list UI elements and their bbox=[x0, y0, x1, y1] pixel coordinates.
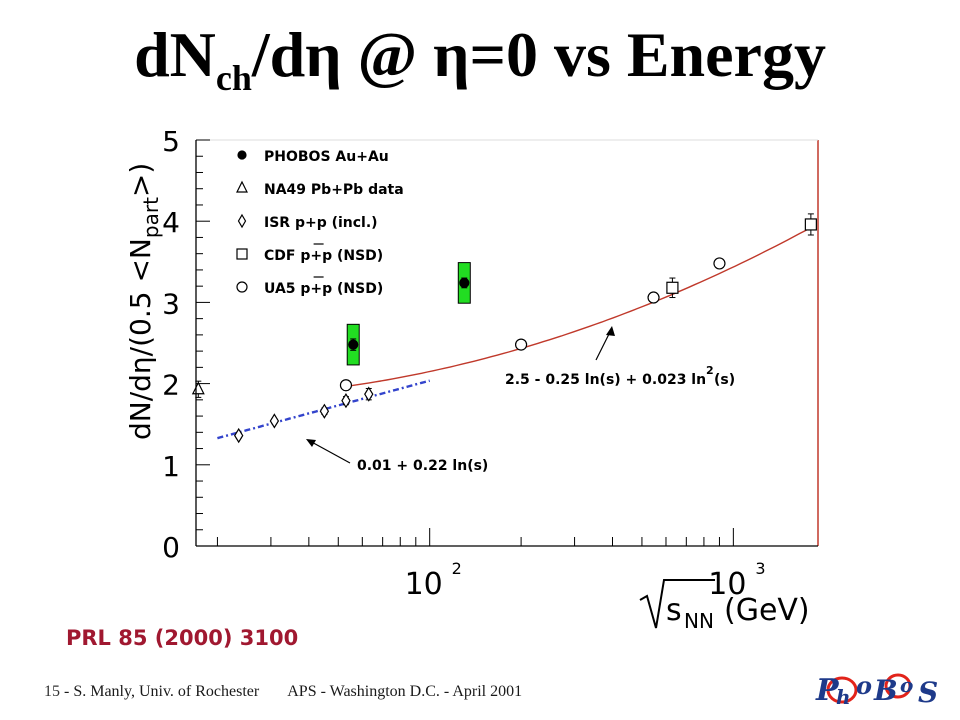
point-open-diamond-3 bbox=[319, 403, 330, 419]
legend-label: UA5 p+p (NSD) bbox=[264, 281, 383, 297]
phobos-logo: P h o B o S bbox=[812, 664, 946, 712]
fit-label-1: 2.5 - 0.25 ln(s) + 0.023 ln bbox=[505, 372, 706, 388]
marker-open-diamond bbox=[233, 427, 244, 444]
reference-citation: PRL 85 (2000) 3100 bbox=[66, 626, 299, 650]
point-open-circle-1 bbox=[339, 379, 353, 392]
point-filled-circle-2 bbox=[459, 277, 470, 289]
marker-filled-circle bbox=[237, 150, 247, 160]
marker-open-circle bbox=[647, 291, 660, 304]
legend: PHOBOS Au+Au NA49 Pb+Pb data ISR p+p (incl… bbox=[236, 149, 404, 297]
axes: 0 1 2 3 4 5 10 2 10 3 s NN (GeV) dN/dη/(0.5 <Npart>) bbox=[124, 125, 818, 633]
marker-open-circle bbox=[514, 338, 528, 351]
footer: 15 - S. Manly, Univ. of Rochester APS - W… bbox=[44, 683, 522, 701]
marker-open-diamond bbox=[364, 386, 374, 402]
point-open-diamond-4 bbox=[341, 393, 351, 409]
marker-open-circle bbox=[713, 257, 726, 270]
annotation-arrowhead bbox=[606, 326, 615, 336]
marker-open-diamond bbox=[269, 413, 280, 429]
svg-text:B: B bbox=[873, 674, 897, 707]
plot-frame bbox=[196, 139, 819, 546]
point-open-circle-4 bbox=[713, 257, 726, 270]
marker-open-circle bbox=[339, 379, 353, 392]
point-open-diamond-2 bbox=[269, 413, 280, 429]
annotations: 2.5 - 0.25 ln(s) + 0.023 ln2(s) 0.01 + 0.… bbox=[306, 326, 735, 474]
svg-text:o: o bbox=[900, 673, 913, 697]
y-label-part: dN/d bbox=[124, 374, 157, 440]
legend-item-3: ISR p+p (incl.) bbox=[237, 213, 378, 231]
x-tick-label: 10 bbox=[708, 567, 746, 602]
marker-open-diamond bbox=[237, 213, 247, 229]
legend-item-2: NA49 Pb+Pb data bbox=[236, 180, 404, 198]
legend-label: NA49 Pb+Pb data bbox=[264, 182, 404, 198]
footer-conference: APS - Washington D.C. - April 2001 bbox=[287, 683, 523, 700]
footer-author: - S. Manly, Univ. of Rochester bbox=[60, 683, 260, 700]
y-label-part: /(0.5 <N bbox=[124, 238, 157, 356]
y-tick-label: 4 bbox=[162, 206, 180, 239]
marker-open-square bbox=[236, 248, 248, 260]
y-tick-label: 3 bbox=[162, 287, 180, 320]
phobos-logo-graphic: P h o B o S bbox=[815, 671, 939, 709]
point-open-square-1 bbox=[666, 277, 679, 299]
marker-open-triangle bbox=[236, 180, 248, 193]
sqrt-sign bbox=[639, 579, 715, 629]
slide-title: dNch/dη @ η=0 vs Energy bbox=[0, 18, 960, 98]
x-tick-exponent: 2 bbox=[452, 559, 462, 578]
y-tick-label: 2 bbox=[162, 369, 180, 402]
y-tick-label: 5 bbox=[162, 125, 180, 158]
fit-annotation-1: 2.5 - 0.25 ln(s) + 0.023 ln2(s) bbox=[505, 326, 735, 388]
title-main: dN bbox=[134, 19, 216, 90]
point-open-square-2 bbox=[804, 213, 817, 236]
data-points bbox=[191, 213, 817, 444]
svg-text:P: P bbox=[815, 673, 840, 708]
legend-item-4: CDF p+p (NSD) bbox=[236, 243, 383, 264]
fit-annotation-2: 0.01 + 0.22 ln(s) bbox=[306, 439, 488, 474]
marker-open-diamond bbox=[341, 393, 351, 409]
legend-item-1: PHOBOS Au+Au bbox=[237, 149, 389, 165]
point-open-diamond-5 bbox=[364, 386, 374, 402]
y-tick-label: 1 bbox=[162, 450, 180, 483]
legend-label: CDF p+p (NSD) bbox=[264, 248, 383, 264]
marker-filled-circle bbox=[459, 277, 470, 289]
marker-open-square bbox=[804, 218, 817, 231]
point-filled-circle-1 bbox=[348, 338, 359, 351]
fit-label-1-end: (s) bbox=[714, 372, 735, 388]
point-open-circle-2 bbox=[514, 338, 528, 351]
plot-area bbox=[196, 140, 818, 546]
fit-curves bbox=[217, 226, 812, 440]
y-label-sub: part bbox=[139, 197, 163, 238]
x-label-sub: NN bbox=[684, 609, 714, 633]
y-axis-label: dN/dη/(0.5 <Npart>) bbox=[124, 163, 163, 440]
marker-open-diamond bbox=[319, 403, 330, 419]
y-label-eta: η bbox=[124, 356, 157, 374]
legend-label: ISR p+p (incl.) bbox=[264, 215, 378, 231]
title-rest: /dη @ η=0 vs Energy bbox=[251, 19, 826, 90]
svg-text:h: h bbox=[836, 685, 850, 709]
fit-curve-1 bbox=[345, 226, 812, 388]
svg-text:S: S bbox=[918, 676, 938, 709]
fit-curve-2 bbox=[217, 379, 431, 440]
marker-open-square bbox=[666, 281, 679, 294]
marker-open-circle bbox=[236, 281, 248, 293]
legend-label: PHOBOS Au+Au bbox=[264, 149, 389, 165]
point-open-circle-3 bbox=[647, 291, 660, 304]
annotation-arrow bbox=[307, 439, 351, 464]
annotation-arrowhead bbox=[306, 439, 316, 447]
point-open-diamond-1 bbox=[233, 427, 244, 444]
fit-label-2: 0.01 + 0.22 ln(s) bbox=[357, 458, 488, 474]
title-subscript: ch bbox=[215, 58, 252, 98]
x-label-unit: (GeV) bbox=[724, 593, 810, 628]
y-tick-label: 0 bbox=[162, 531, 180, 564]
svg-text:o: o bbox=[856, 671, 872, 700]
x-label-s: s bbox=[666, 593, 682, 628]
slide-number: 15 bbox=[44, 683, 60, 700]
y-label-part: >) bbox=[124, 163, 157, 197]
x-tick-label: 10 bbox=[405, 567, 443, 602]
fit-label-1-sup: 2 bbox=[706, 364, 714, 377]
legend-item-5: UA5 p+p (NSD) bbox=[236, 276, 383, 297]
marker-filled-circle bbox=[348, 339, 359, 350]
x-tick-exponent: 3 bbox=[755, 559, 765, 578]
